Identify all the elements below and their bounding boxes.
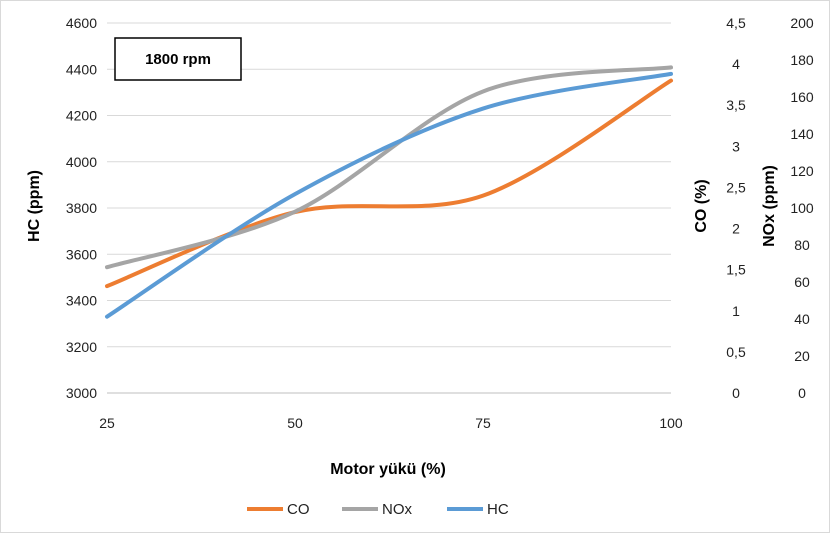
hc-tick-label: 4600 — [66, 15, 97, 31]
nox-tick-label: 100 — [790, 200, 814, 216]
co-tick-label: 4 — [732, 56, 740, 72]
x-tick-label: 75 — [475, 415, 491, 431]
annotation-box: 1800 rpm — [114, 37, 242, 81]
legend-label-co: CO — [287, 501, 310, 518]
co-axis-title: CO (%) — [693, 179, 710, 232]
nox-tick-label: 140 — [790, 126, 814, 142]
hc-tick-label: 3800 — [66, 200, 97, 216]
co-tick-label: 2 — [732, 221, 740, 237]
annotation-box-border — [114, 37, 242, 81]
series-line-co — [105, 78, 673, 289]
x-tick-label: 25 — [99, 415, 115, 431]
series-line-hc — [105, 71, 673, 319]
hc-tick-label: 3400 — [66, 293, 97, 309]
nox-tick-label: 120 — [790, 163, 814, 179]
hc-axis: 3000 3200 3400 3600 3800 4000 4200 4400 4600 — [66, 15, 97, 401]
nox-tick-label: 200 — [790, 15, 814, 31]
series-line-nox — [105, 65, 673, 270]
legend-label-hc: HC — [487, 501, 509, 518]
co-tick-label: 2,5 — [726, 179, 746, 195]
hc-axis-title: HC (ppm) — [26, 170, 43, 242]
x-axis-title: Motor yükü (%) — [330, 461, 446, 478]
x-tick-label: 50 — [287, 415, 303, 431]
co-tick-label: 1 — [732, 303, 740, 319]
x-axis: 25 50 75 100 — [99, 415, 683, 431]
nox-tick-label: 80 — [794, 237, 810, 253]
nox-tick-label: 180 — [790, 52, 814, 68]
co-tick-label: 3 — [732, 138, 740, 154]
hc-tick-label: 4200 — [66, 108, 97, 124]
co-axis: 0 0,5 1 1,5 2 2,5 3 3,5 4 4,5 — [726, 15, 746, 401]
nox-tick-label: 0 — [798, 385, 806, 401]
co-tick-label: 3,5 — [726, 97, 746, 113]
hc-tick-label: 3600 — [66, 246, 97, 262]
hc-tick-label: 4000 — [66, 154, 97, 170]
series-lines — [105, 65, 673, 319]
nox-tick-label: 60 — [794, 274, 810, 290]
co-tick-label: 4,5 — [726, 15, 746, 31]
co-tick-label: 0 — [732, 385, 740, 401]
nox-tick-label: 40 — [794, 311, 810, 327]
co-tick-label: 0,5 — [726, 344, 746, 360]
nox-axis-title: NOx (ppm) — [761, 165, 778, 247]
nox-tick-label: 160 — [790, 89, 814, 105]
hc-tick-label: 4400 — [66, 61, 97, 77]
legend: CO NOx HC — [247, 501, 509, 518]
co-tick-label: 1,5 — [726, 262, 746, 278]
nox-tick-label: 20 — [794, 348, 810, 364]
x-tick-label: 100 — [659, 415, 683, 431]
nox-axis: 0 20 40 60 80 100 120 140 160 180 200 — [790, 15, 814, 401]
annotation-text: 1800 rpm — [145, 51, 211, 68]
hc-tick-label: 3000 — [66, 385, 97, 401]
hc-tick-label: 3200 — [66, 339, 97, 355]
legend-label-nox: NOx — [382, 501, 413, 518]
